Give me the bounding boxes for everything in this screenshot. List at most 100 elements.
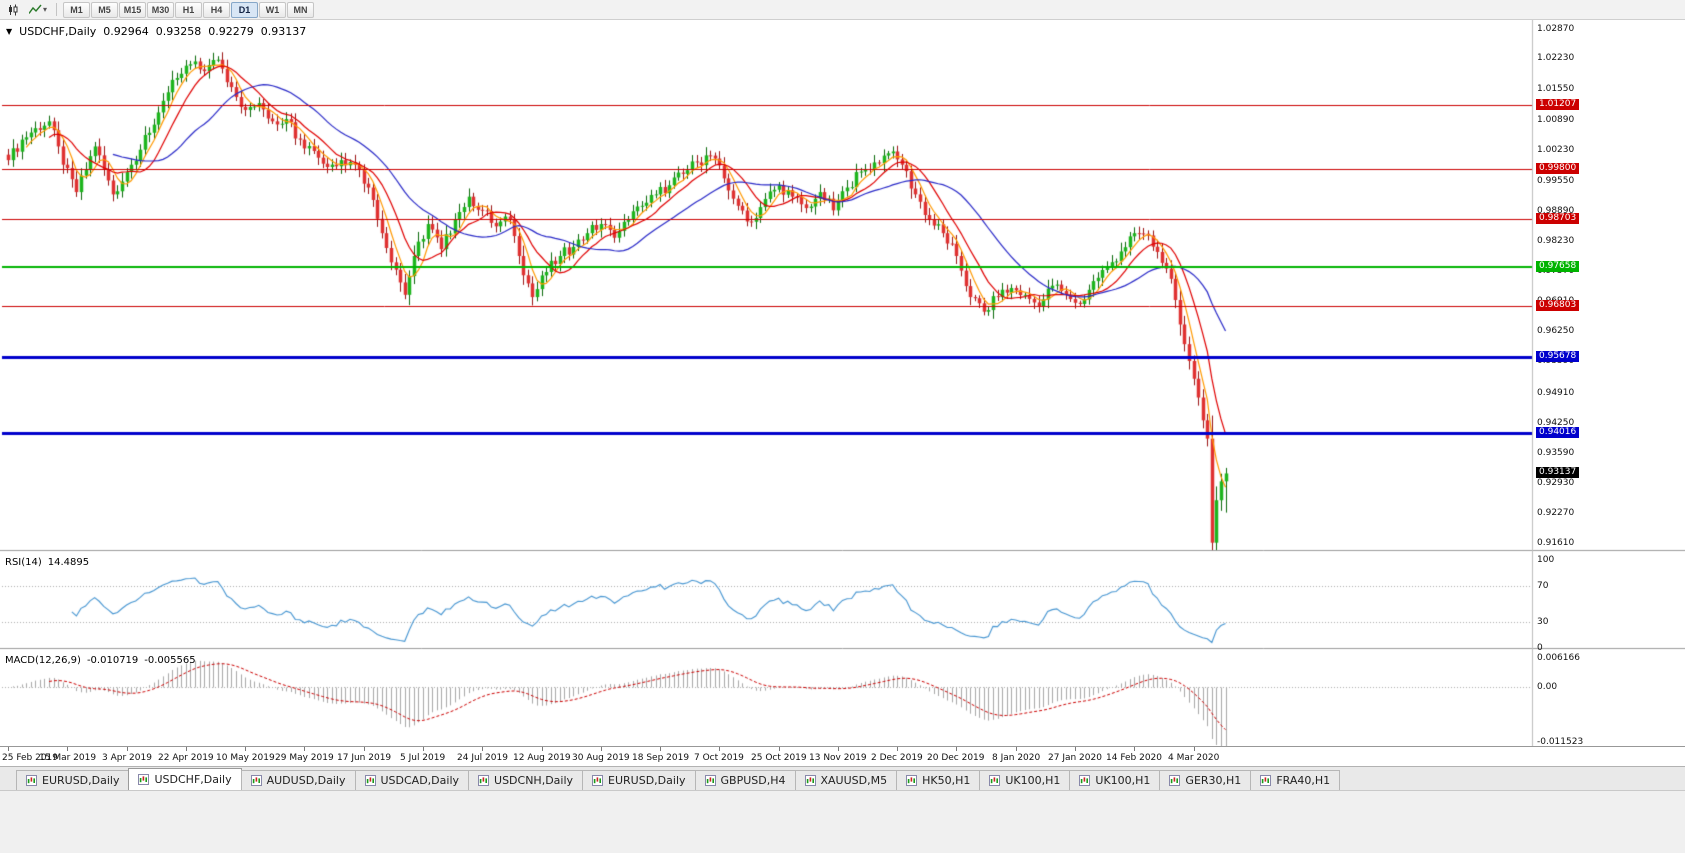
ohlc-high-value: 0.93258 [155, 25, 202, 38]
chart-tab-eurusd-daily[interactable]: EURUSD,Daily [582, 770, 696, 790]
time-axis[interactable]: 25 Feb 2019 15 Mar 2019 3 Apr 2019 22 Apr 2… [0, 746, 1685, 766]
indicators-menu-button[interactable]: ▾ [26, 1, 50, 18]
chart-tab-usdcnh-daily[interactable]: USDCNH,Daily [468, 770, 584, 790]
mini-chart-icon [250, 775, 262, 786]
time-axis-tick [956, 747, 957, 751]
time-axis-tick [482, 747, 483, 751]
date-axis-label: 10 May 2019 [216, 753, 275, 763]
time-axis-tick [127, 747, 128, 751]
chart-tab-xauusd-m5[interactable]: XAUUSD,M5 [794, 770, 898, 790]
time-axis-tick [8, 747, 9, 751]
mini-chart-icon [906, 775, 918, 786]
time-axis-tick [1134, 747, 1135, 751]
candlestick-chart-icon [8, 4, 17, 15]
date-axis-label: 25 Oct 2019 [751, 753, 807, 763]
timeframe-h1-button[interactable]: H1 [175, 1, 203, 18]
chart-symbol-label: USDCHF,Daily [19, 25, 97, 38]
tab-label: UK100,H1 [1095, 774, 1151, 787]
time-axis-tick [245, 747, 246, 751]
time-axis-tick [897, 747, 898, 751]
chart-tab-usdcad-daily[interactable]: USDCAD,Daily [354, 770, 470, 790]
date-axis-label: 17 Jun 2019 [337, 753, 392, 763]
toolbar-separator [56, 3, 58, 16]
date-axis-label: 25 Feb 2019 [2, 753, 59, 763]
price-scale[interactable] [1532, 20, 1685, 746]
tab-label: HK50,H1 [922, 774, 971, 787]
time-axis-tick [542, 747, 543, 751]
chart-tab-fra40-h1[interactable]: FRA40,H1 [1250, 770, 1341, 790]
tab-label: USDCAD,Daily [380, 774, 460, 787]
tab-label: EURUSD,Daily [42, 774, 120, 787]
time-axis-tick [660, 747, 661, 751]
chart-tab-uk100-h1[interactable]: UK100,H1 [1069, 770, 1161, 790]
timeframe-m30-button[interactable]: M30 [147, 1, 175, 18]
rsi-indicator-title: RSI(14) 14.4895 [5, 557, 89, 568]
date-axis-label: 4 Mar 2020 [1168, 753, 1220, 763]
tab-label: EURUSD,Daily [608, 774, 686, 787]
time-axis-tick [838, 747, 839, 751]
chart-mode-button[interactable] [3, 1, 25, 18]
chart-tab-uk100-h1[interactable]: UK100,H1 [979, 770, 1071, 790]
chart-tab-bar: EURUSD,Daily USDCHF,Daily AUDUSD,Daily USDC… [0, 766, 1685, 790]
macd-main-value: -0.010719 [86, 655, 139, 666]
date-axis-label: 18 Sep 2019 [632, 753, 690, 763]
date-axis-label: 14 Feb 2020 [1106, 753, 1163, 763]
tab-label: GER30,H1 [1185, 774, 1242, 787]
timeframe-h4-button[interactable]: H4 [203, 1, 231, 18]
time-axis-tick [1194, 747, 1195, 751]
macd-indicator-title: MACD(12,26,9) -0.010719 -0.005565 [5, 655, 196, 666]
chart-tab-gbpusd-h4[interactable]: GBPUSD,H4 [694, 770, 796, 790]
time-axis-tick [1016, 747, 1017, 751]
time-axis-tick [423, 747, 424, 751]
mini-chart-icon [1079, 775, 1091, 786]
status-bar [0, 790, 1685, 853]
timeframe-m5-button[interactable]: M5 [91, 1, 119, 18]
chart-toolbar: ▾ M1 M5 M15 M30 H1 H4 D1 W1 MN [0, 0, 1685, 20]
chart-tab-hk50-h1[interactable]: HK50,H1 [896, 770, 981, 790]
timeframe-w1-button[interactable]: W1 [259, 1, 287, 18]
mini-chart-icon [989, 775, 1001, 786]
timeframe-m15-button[interactable]: M15 [119, 1, 147, 18]
date-axis-label: 29 May 2019 [275, 753, 334, 763]
mini-chart-icon [26, 775, 37, 786]
chart-tab-eurusd-daily[interactable]: EURUSD,Daily [16, 770, 130, 790]
chart-tab-audusd-daily[interactable]: AUDUSD,Daily [240, 770, 356, 790]
time-axis-tick [601, 747, 602, 751]
chart-tab-usdchf-daily[interactable]: USDCHF,Daily [128, 768, 242, 790]
time-axis-tick [779, 747, 780, 751]
mini-chart-icon [478, 775, 490, 786]
timeframe-mn-button[interactable]: MN [287, 1, 315, 18]
macd-label: MACD(12,26,9) [5, 655, 81, 666]
date-axis-label: 5 Jul 2019 [400, 753, 446, 763]
mini-chart-icon [1169, 775, 1181, 786]
indicator-lines-icon [29, 4, 42, 14]
dropdown-caret-icon: ▾ [43, 5, 48, 14]
tab-label: UK100,H1 [1005, 774, 1061, 787]
date-axis-label: 20 Dec 2019 [927, 753, 985, 763]
ohlc-low-value: 0.92279 [208, 25, 254, 38]
time-axis-tick [304, 747, 305, 751]
collapse-arrow-icon[interactable]: ▼ [6, 27, 13, 36]
chart-tab-ger30-h1[interactable]: GER30,H1 [1159, 770, 1252, 790]
ohlc-open-value: 0.92964 [103, 25, 149, 38]
date-axis-label: 30 Aug 2019 [572, 753, 630, 763]
mini-chart-icon [1260, 775, 1272, 786]
time-axis-tick [67, 747, 68, 751]
rsi-value: 14.4895 [47, 557, 90, 568]
mini-chart-icon [138, 774, 150, 785]
tab-label: AUDUSD,Daily [266, 774, 346, 787]
chart-window: 1.02870 1.02230 1.01550 1.00890 1.00230 0.995… [0, 20, 1685, 747]
date-axis-label: 12 Aug 2019 [513, 753, 571, 763]
timeframe-button-group: M1 M5 M15 M30 H1 H4 D1 W1 MN [63, 1, 315, 18]
date-axis-label: 13 Nov 2019 [809, 753, 867, 763]
mini-chart-icon [364, 775, 376, 786]
timeframe-m1-button[interactable]: M1 [63, 1, 91, 18]
time-axis-tick [364, 747, 365, 751]
timeframe-d1-button[interactable]: D1 [231, 1, 259, 18]
mini-chart-icon [592, 775, 604, 786]
macd-signal-value: -0.005565 [144, 655, 196, 666]
time-axis-tick [186, 747, 187, 751]
chart-plot-area[interactable] [0, 20, 1685, 746]
date-axis-label: 24 Jul 2019 [457, 753, 508, 763]
